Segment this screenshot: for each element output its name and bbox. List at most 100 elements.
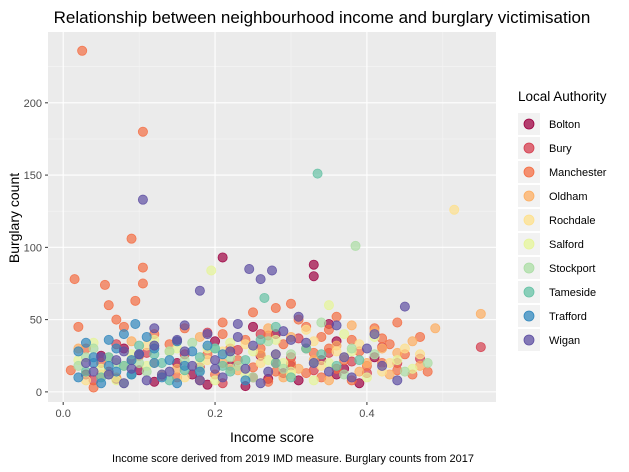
data-point-wigan	[361, 343, 372, 354]
data-point-manchester	[69, 274, 80, 285]
data-point-manchester	[384, 339, 395, 350]
data-point-trafford	[96, 378, 107, 389]
data-point-wigan	[126, 363, 137, 374]
data-point-manchester	[248, 307, 259, 318]
data-point-rochdale	[449, 204, 460, 215]
data-point-wigan	[308, 357, 319, 368]
data-point-wigan	[323, 366, 334, 377]
legend-swatch-wigan	[523, 334, 535, 346]
data-point-wigan	[255, 274, 266, 285]
data-point-tameside	[316, 349, 327, 360]
legend-item-wigan: Wigan	[518, 329, 580, 351]
data-point-trafford	[73, 346, 84, 357]
data-point-trafford	[103, 334, 114, 345]
legend-label-rochdale: Rochdale	[549, 215, 595, 227]
data-point-wigan	[210, 355, 221, 366]
data-point-oldham	[430, 323, 441, 334]
data-point-wigan	[149, 323, 160, 334]
data-point-manchester	[278, 339, 289, 350]
data-point-bolton	[217, 252, 228, 263]
data-point-manchester	[285, 298, 296, 309]
data-points	[65, 45, 486, 393]
data-point-manchester	[126, 233, 137, 244]
data-point-tameside	[259, 292, 270, 303]
data-point-stockport	[141, 366, 152, 377]
legend-label-tameside: Tameside	[549, 287, 596, 299]
data-point-wigan	[225, 346, 236, 357]
data-point-wigan	[80, 357, 91, 368]
data-point-stockport	[399, 366, 410, 377]
data-point-wigan	[399, 301, 410, 312]
data-point-manchester	[217, 317, 228, 328]
data-point-manchester	[301, 368, 312, 379]
data-point-manchester	[77, 45, 88, 56]
data-point-wigan	[179, 346, 190, 357]
data-point-bolton	[248, 321, 259, 332]
legend-item-trafford: Trafford	[518, 305, 587, 327]
data-point-manchester	[331, 311, 342, 322]
data-point-stockport	[88, 343, 99, 354]
data-point-tameside	[134, 340, 145, 351]
legend-label-bury: Bury	[549, 143, 572, 155]
legend-swatch-salford	[523, 238, 535, 250]
data-point-wigan	[293, 311, 304, 322]
data-point-wigan	[179, 320, 190, 331]
data-point-stockport	[422, 357, 433, 368]
legend-swatch-rochdale	[523, 214, 535, 226]
data-point-oldham	[346, 320, 357, 331]
data-point-manchester	[88, 382, 99, 393]
legend-label-wigan: Wigan	[549, 335, 580, 347]
data-point-trafford	[240, 375, 251, 386]
legend-swatch-bolton	[523, 118, 535, 130]
data-point-wigan	[172, 334, 183, 345]
data-point-bury	[475, 342, 486, 353]
data-point-bolton	[308, 259, 319, 270]
data-point-stockport	[316, 317, 327, 328]
data-point-wigan	[88, 366, 99, 377]
legend: Local Authority Bolton Bury Manchester Oldh…	[518, 89, 607, 351]
legend-swatch-stockport	[523, 262, 535, 274]
legend-label-bolton: Bolton	[549, 119, 580, 131]
data-point-manchester	[103, 300, 114, 311]
data-point-wigan	[240, 363, 251, 374]
legend-label-stockport: Stockport	[549, 263, 595, 275]
legend-swatch-trafford	[523, 310, 535, 322]
data-point-wigan	[187, 360, 198, 371]
legend-item-rochdale: Rochdale	[518, 209, 595, 231]
data-point-manchester	[137, 278, 148, 289]
x-axis-title: Income score	[230, 429, 314, 445]
data-point-rochdale	[354, 339, 365, 350]
data-point-trafford	[73, 372, 84, 383]
data-point-manchester	[65, 365, 76, 376]
data-point-wigan	[301, 337, 312, 348]
data-point-wigan	[346, 372, 357, 383]
data-point-stockport	[346, 343, 357, 354]
data-point-stockport	[278, 363, 289, 374]
data-point-trafford	[194, 366, 205, 377]
data-point-wigan	[137, 194, 148, 205]
data-point-wigan	[141, 375, 152, 386]
data-point-wigan	[217, 372, 228, 383]
data-point-tameside	[285, 372, 296, 383]
y-axis-title: Burglary count	[6, 173, 22, 263]
data-point-salford	[323, 300, 334, 311]
data-point-wigan	[156, 369, 167, 380]
data-point-wigan	[232, 318, 243, 329]
data-point-manchester	[130, 295, 141, 306]
data-point-manchester	[415, 331, 426, 342]
data-point-rochdale	[415, 349, 426, 360]
x-tick-label: 0.4	[359, 408, 374, 420]
legend-item-bury: Bury	[518, 137, 572, 159]
data-point-stockport	[164, 346, 175, 357]
data-point-manchester	[217, 329, 228, 340]
y-tick-label: 150	[24, 170, 42, 182]
data-point-oldham	[475, 308, 486, 319]
legend-item-salford: Salford	[518, 233, 584, 255]
data-point-salford	[392, 355, 403, 366]
data-point-wigan	[111, 355, 122, 366]
chart-title: Relationship between neighbourhood incom…	[54, 8, 591, 27]
data-point-wigan	[103, 369, 114, 380]
data-point-oldham	[323, 375, 334, 386]
data-point-wigan	[339, 352, 350, 363]
